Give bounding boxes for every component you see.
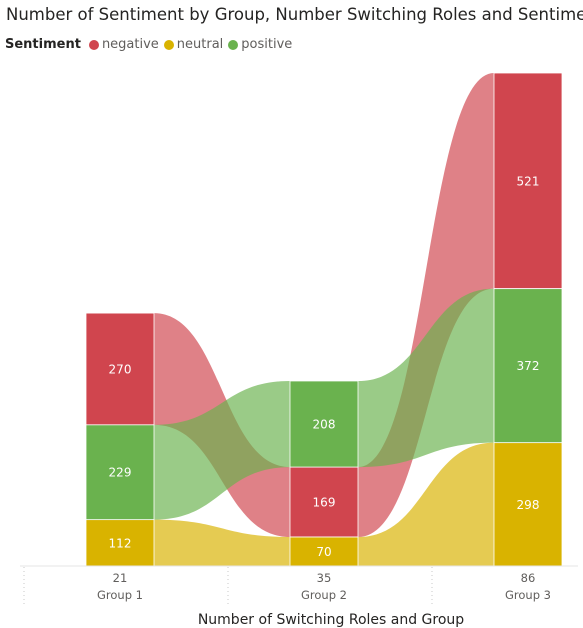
tick-label-group-3: Group 3	[505, 588, 551, 602]
tick-label-value-3: 86	[521, 571, 536, 585]
legend-dot-neutral	[163, 39, 174, 50]
legend-label-neutral: neutral	[176, 37, 224, 52]
chart-title: Number of Sentiment by Group, Number Swi…	[6, 5, 583, 24]
ribbon-positive-1-2	[154, 380, 290, 520]
ribbon-neutral-1-2	[154, 519, 290, 566]
bar-negative-group-2	[289, 466, 359, 538]
columns	[85, 72, 563, 567]
data-label-neutral-group-2: 70	[316, 545, 331, 559]
bar-positive-group-1	[85, 424, 155, 521]
value-labels: 270 112 229 169 70 208 521 298 372	[109, 174, 540, 559]
bar-negative-group-3	[493, 72, 563, 290]
data-label-negative-group-2: 169	[313, 496, 336, 510]
data-label-neutral-group-3: 298	[517, 498, 540, 512]
legend-label-negative: negative	[101, 37, 159, 52]
data-label-positive-group-1: 229	[109, 466, 132, 480]
legend-dot-positive	[228, 39, 239, 50]
tick-label-value-1: 21	[113, 571, 128, 585]
legend-title: Sentiment	[5, 37, 81, 52]
ribbon-neutral-2-3	[358, 442, 494, 566]
legend-dot-negative	[88, 39, 99, 50]
data-label-positive-group-2: 208	[313, 418, 336, 432]
legend-item-negative[interactable]: negative	[88, 37, 159, 52]
data-label-neutral-group-1: 112	[109, 536, 132, 550]
data-label-negative-group-1: 270	[109, 362, 132, 376]
x-axis: 21 Group 1 35 Group 2 86 Group 3 Number of Swi…	[20, 565, 578, 628]
x-axis-title: Number of Switching Roles and Group	[198, 612, 464, 628]
tick-label-value-2: 35	[317, 571, 332, 585]
legend: Sentiment negative neutral positive	[5, 37, 297, 52]
data-label-positive-group-3: 372	[517, 359, 540, 373]
legend-item-positive[interactable]: positive	[228, 37, 292, 52]
bar-positive-group-2	[289, 380, 359, 468]
data-label-negative-group-3: 521	[517, 174, 540, 188]
tick-label-group-1: Group 1	[97, 588, 143, 602]
legend-label-positive: positive	[241, 37, 293, 52]
ribbon-positive-2-3	[358, 288, 494, 468]
bar-negative-group-1	[85, 312, 155, 426]
bar-neutral-group-2	[289, 536, 359, 567]
ribbons	[154, 73, 494, 566]
legend-item-neutral[interactable]: neutral	[163, 37, 224, 52]
tick-label-group-2: Group 2	[301, 588, 347, 602]
ribbon-negative-2-3	[358, 73, 494, 538]
bar-positive-group-3	[493, 288, 563, 444]
